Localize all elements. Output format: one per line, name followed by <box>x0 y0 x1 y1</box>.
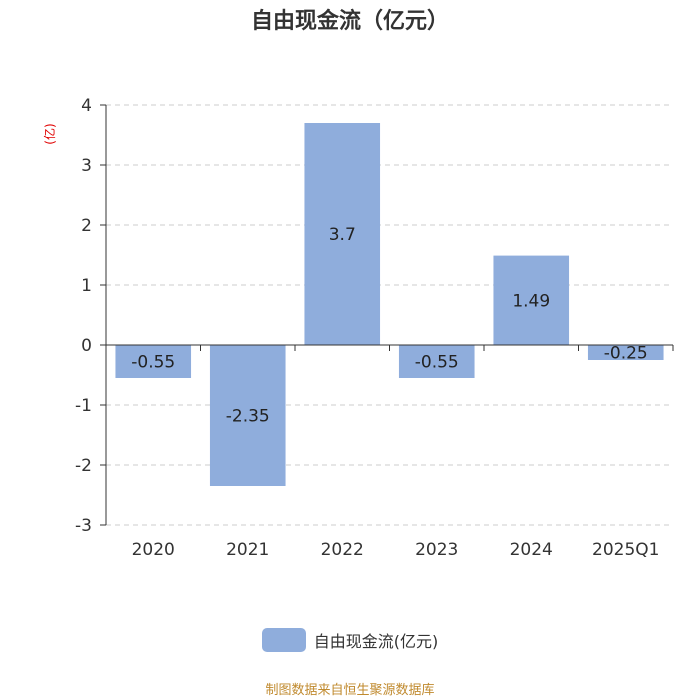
y-tick-label: 4 <box>81 96 92 116</box>
legend-swatch <box>261 628 306 652</box>
y-tick-label: 1 <box>81 276 92 296</box>
y-tick-label: 3 <box>81 156 92 176</box>
data-label: -2.35 <box>226 407 270 427</box>
x-tick-label: 2022 <box>321 540 364 560</box>
bar <box>398 345 475 378</box>
x-tick-label: 2021 <box>226 540 269 560</box>
data-label: -0.55 <box>415 353 459 373</box>
data-label: -0.55 <box>131 353 175 373</box>
chart-title: 自由现金流（亿元） <box>250 9 449 34</box>
data-label: -0.25 <box>604 344 648 364</box>
x-tick-label: 2023 <box>415 540 458 560</box>
y-tick-label: 0 <box>81 336 92 356</box>
bar <box>493 255 570 345</box>
y-tick-label: -2 <box>75 456 92 476</box>
y-tick-label: 2 <box>81 216 92 236</box>
source-note: 制图数据来自恒生聚源数据库 <box>265 683 435 698</box>
bar <box>115 345 192 378</box>
bar <box>209 345 286 486</box>
bar <box>304 123 381 345</box>
data-label: 1.49 <box>512 291 550 311</box>
x-tick-label: 2025Q1 <box>592 540 659 560</box>
x-tick-label: 2024 <box>510 540 553 560</box>
legend-label: 自由现金流(亿元) <box>313 632 439 651</box>
legend[interactable]: 自由现金流(亿元) <box>0 628 700 652</box>
bar <box>587 345 664 360</box>
x-tick-label: 2020 <box>132 540 175 560</box>
y-tick-label: -1 <box>75 396 92 416</box>
data-label: 3.7 <box>329 225 356 245</box>
y-tick-label: -3 <box>75 516 92 536</box>
